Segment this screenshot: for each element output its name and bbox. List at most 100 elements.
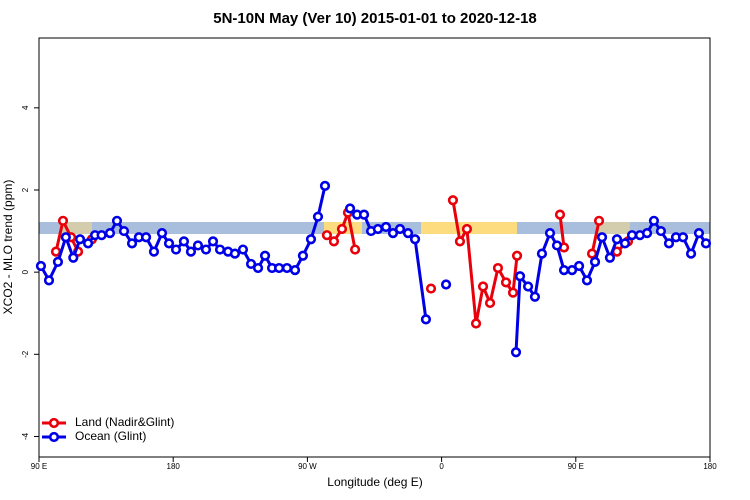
data-point: [289, 264, 301, 276]
data-point: [454, 236, 466, 247]
data-point: [68, 252, 79, 263]
data-point: [551, 240, 563, 251]
y-tick-label: 2: [21, 187, 30, 192]
data-point: [593, 215, 605, 226]
data-point: [185, 246, 197, 257]
data-point: [200, 244, 212, 255]
data-point: [252, 262, 264, 274]
data-point: [319, 180, 331, 191]
x-axis-label: Longitude (deg E): [327, 475, 422, 489]
data-point: [312, 211, 324, 222]
data-point: [328, 236, 340, 247]
data-point: [156, 228, 168, 239]
legend-label: Ocean (Glint): [75, 429, 146, 443]
y-tick-label: 0: [21, 269, 30, 274]
data-point: [126, 238, 138, 249]
data-point: [566, 264, 578, 276]
data-point: [440, 279, 452, 290]
data-point: [663, 238, 675, 249]
data-point: [655, 225, 667, 237]
data-point: [104, 228, 116, 239]
data-point: [57, 215, 69, 226]
data-point: [447, 195, 459, 206]
data-point: [170, 244, 182, 255]
data-point: [140, 232, 152, 243]
data-point: [420, 314, 432, 325]
legend: Land (Nadir&Glint)Ocean (Glint): [42, 415, 174, 443]
data-point: [492, 262, 504, 274]
data-point: [344, 203, 356, 214]
data-point: [700, 238, 712, 249]
data-point: [207, 236, 219, 247]
data-point: [387, 228, 399, 239]
data-point: [626, 230, 638, 241]
data-point: [163, 238, 175, 249]
data-point: [554, 209, 566, 220]
data-point: [586, 248, 598, 259]
data-point: [522, 281, 534, 292]
data-point: [281, 262, 293, 274]
data-point: [511, 250, 523, 261]
data-point: [402, 228, 414, 239]
x-tick-label: 90 W: [298, 462, 317, 471]
data-point: [529, 291, 541, 302]
data-point: [229, 248, 241, 259]
data-point: [425, 283, 437, 294]
data-point: [259, 250, 271, 261]
legend-label: Land (Nadir&Glint): [75, 415, 174, 429]
data-point: [82, 238, 94, 249]
data-point: [178, 236, 190, 247]
x-tick-label: 90 E: [568, 462, 584, 471]
data-point: [297, 250, 309, 261]
data-point: [237, 244, 249, 255]
data-point: [536, 248, 548, 259]
data-point: [35, 260, 47, 272]
data-point: [305, 234, 317, 245]
data-point: [245, 258, 257, 270]
land-strip: [596, 222, 630, 234]
data-point: [372, 223, 384, 235]
data-point: [192, 240, 204, 251]
data-point: [677, 232, 689, 243]
data-point: [500, 277, 512, 288]
data-point: [358, 209, 370, 220]
chart-title: 5N-10N May (Ver 10) 2015-01-01 to 2020-1…: [213, 10, 537, 27]
data-point: [611, 234, 623, 245]
data-point: [619, 238, 631, 249]
y-tick-label: -4: [21, 432, 30, 440]
data-point: [52, 256, 64, 267]
plot-frame: [38, 37, 711, 458]
data-point: [96, 230, 107, 241]
x-tick-label: 0: [439, 462, 444, 471]
legend-marker: [48, 431, 60, 443]
data-point: [685, 248, 697, 259]
data-point: [321, 230, 333, 241]
data-point: [74, 234, 86, 245]
data-point: [514, 271, 526, 282]
data-point: [461, 223, 473, 235]
data-point: [470, 318, 482, 329]
x-tick-label: 180: [703, 462, 717, 471]
data-point: [394, 223, 406, 235]
data-point: [581, 275, 593, 286]
y-axis-label: XCO2 - MLO trend (ppm): [1, 180, 15, 315]
data-point: [484, 297, 496, 309]
data-point: [596, 232, 608, 243]
data-point: [507, 287, 519, 298]
data-point: [693, 228, 705, 239]
data-point: [43, 275, 55, 286]
data-point: [336, 223, 348, 235]
data-point: [350, 244, 361, 255]
data-point: [641, 228, 653, 239]
data-point: [50, 246, 62, 257]
data-point: [648, 215, 660, 226]
data-point: [409, 234, 421, 245]
y-tick-label: 4: [21, 105, 30, 110]
data-point: [477, 281, 489, 292]
data-point: [111, 215, 123, 226]
x-tick-label: 180: [167, 462, 181, 471]
data-point: [60, 232, 71, 243]
data-point: [544, 228, 556, 239]
